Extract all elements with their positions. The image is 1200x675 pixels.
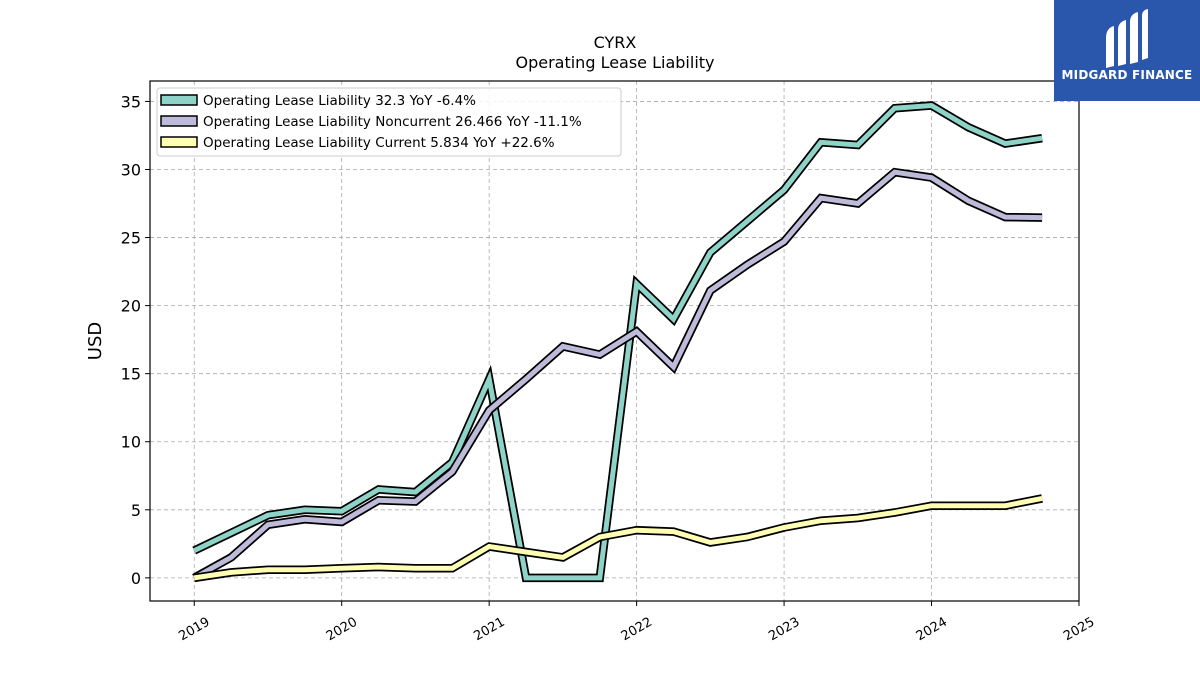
- legend-swatch: [160, 94, 198, 106]
- series-2: [192, 167, 1043, 582]
- legend-entry: Operating Lease Liability Current 5.834 …: [203, 135, 555, 151]
- brand-logo: MIDGARD FINANCE: [1054, 0, 1200, 101]
- brand-mark-icon: [1106, 9, 1148, 68]
- x-tick-label: 2022: [619, 615, 655, 645]
- legend-entry: Operating Lease Liability Noncurrent 26.…: [203, 114, 582, 130]
- y-tick-label: 35: [121, 92, 141, 111]
- series-lines: [192, 101, 1043, 583]
- series-3: [193, 494, 1043, 583]
- y-axis-label: USD: [85, 322, 106, 360]
- x-tick-label: 2021: [471, 615, 507, 645]
- series-line: [192, 169, 1043, 581]
- series-outline: [192, 167, 1043, 582]
- y-tick-label: 0: [131, 569, 141, 588]
- series-line: [193, 495, 1043, 581]
- legend-entry: Operating Lease Liability 32.3 YoY -6.4%: [203, 93, 476, 109]
- series-line: [193, 102, 1043, 581]
- legend: Operating Lease Liability 32.3 YoY -6.4%…: [156, 87, 622, 157]
- x-tick-label: 2025: [1061, 615, 1097, 645]
- y-tick-label: 30: [121, 160, 141, 179]
- plot-frame: [149, 80, 1080, 602]
- y-tick-label: 25: [121, 229, 141, 248]
- chart-subtitle: Operating Lease Liability: [515, 53, 714, 72]
- y-tick-label: 20: [121, 297, 141, 316]
- x-tick-label: 2023: [766, 615, 802, 645]
- y-tick-label: 15: [121, 365, 141, 384]
- series-1: [192, 101, 1043, 583]
- x-tick-label: 2019: [176, 615, 212, 645]
- legend-box: [156, 87, 622, 157]
- x-tick-label: 2024: [914, 615, 950, 645]
- x-tick-label: 2020: [324, 615, 360, 645]
- y-tick-label: 5: [131, 501, 141, 520]
- legend-swatch: [160, 136, 198, 148]
- brand-name: MIDGARD FINANCE: [1061, 68, 1193, 82]
- chart-title: CYRX: [594, 33, 637, 52]
- legend-swatch: [160, 115, 198, 127]
- y-tick-label: 10: [121, 433, 141, 452]
